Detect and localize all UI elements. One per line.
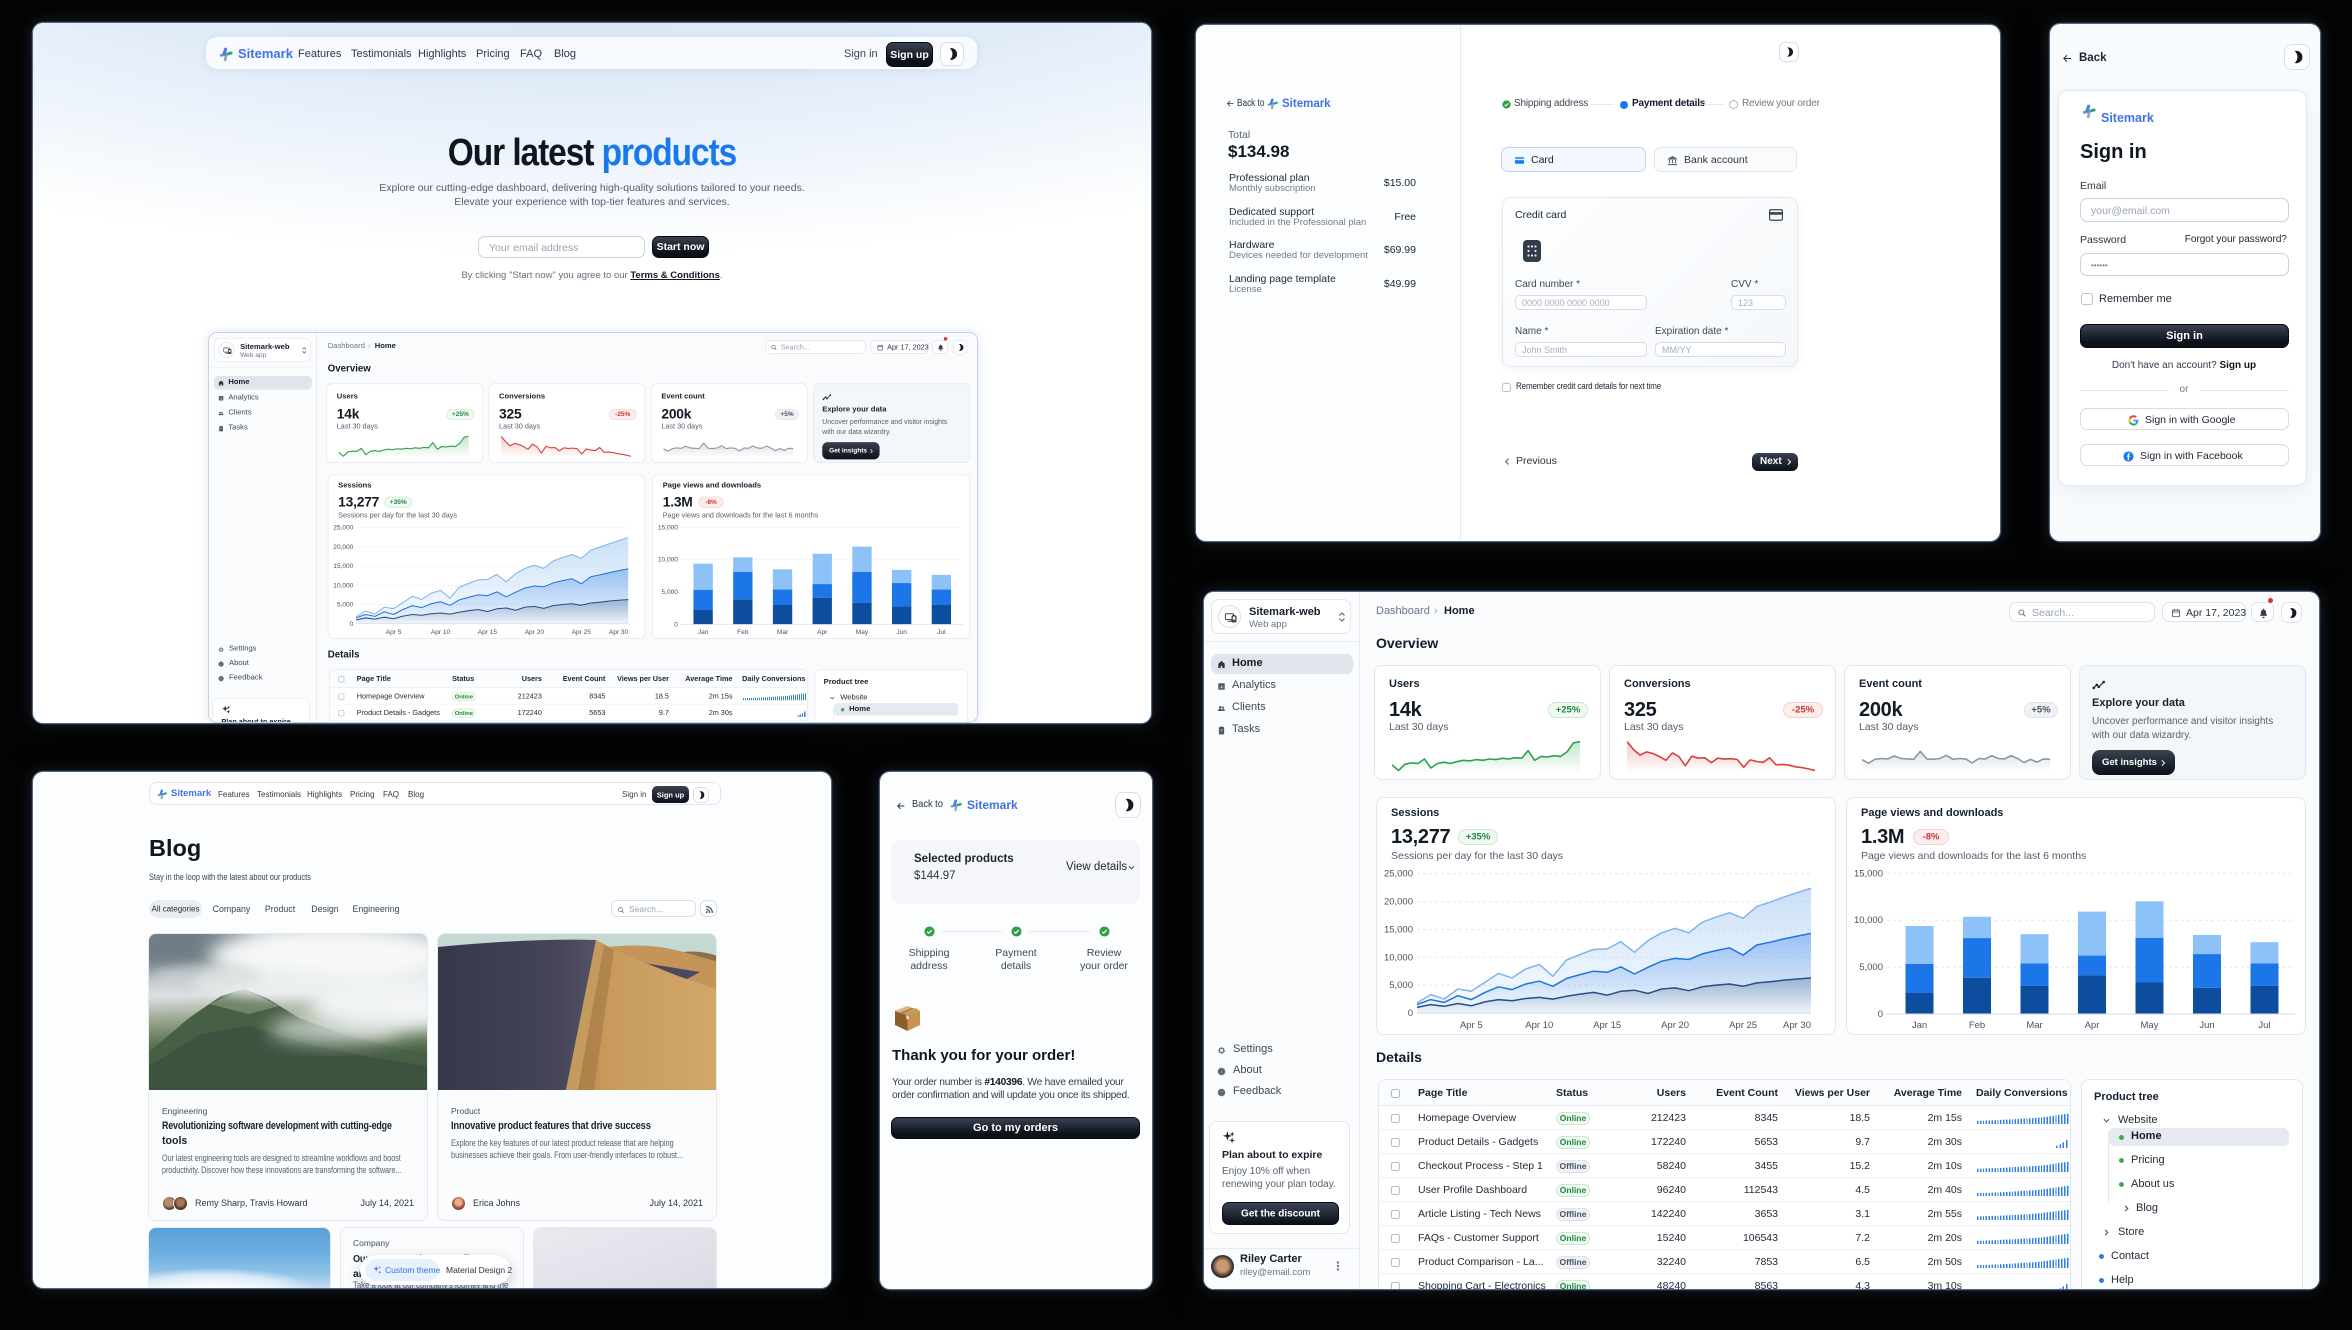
svg-text:25,000: 25,000 — [333, 525, 353, 532]
svg-text:Apr 20: Apr 20 — [1661, 1020, 1689, 1031]
svg-text:0: 0 — [1878, 1009, 1883, 1020]
svg-text:15,000: 15,000 — [1854, 868, 1883, 879]
svg-text:Mar: Mar — [777, 629, 789, 636]
svg-text:May: May — [2141, 1020, 2159, 1031]
svg-text:10,000: 10,000 — [1854, 915, 1883, 926]
svg-text:Jun: Jun — [896, 629, 907, 636]
svg-text:15,000: 15,000 — [333, 563, 353, 570]
svg-text:Feb: Feb — [1969, 1020, 1985, 1031]
svg-text:15,000: 15,000 — [1384, 924, 1413, 935]
svg-text:10,000: 10,000 — [333, 582, 353, 589]
svg-text:0: 0 — [1408, 1008, 1413, 1019]
svg-text:20,000: 20,000 — [333, 544, 353, 551]
svg-text:Jul: Jul — [937, 629, 946, 636]
svg-text:0: 0 — [674, 622, 678, 629]
svg-text:5,000: 5,000 — [1389, 980, 1413, 991]
svg-text:Apr 5: Apr 5 — [386, 629, 402, 636]
svg-text:Jan: Jan — [1912, 1020, 1927, 1031]
svg-text:20,000: 20,000 — [1384, 897, 1413, 908]
svg-text:15,000: 15,000 — [658, 524, 678, 531]
svg-text:10,000: 10,000 — [1384, 952, 1413, 963]
svg-text:Mar: Mar — [2026, 1020, 2042, 1031]
svg-text:Apr: Apr — [2085, 1020, 2100, 1031]
svg-text:Jun: Jun — [2199, 1020, 2214, 1031]
svg-text:Apr 10: Apr 10 — [431, 629, 451, 636]
svg-text:Jul: Jul — [2258, 1020, 2270, 1031]
svg-text:?: ? — [1220, 1090, 1223, 1095]
svg-text:25,000: 25,000 — [1384, 869, 1413, 880]
svg-text:Apr 25: Apr 25 — [572, 629, 592, 636]
svg-text:10,000: 10,000 — [658, 557, 678, 564]
svg-text:Apr 20: Apr 20 — [525, 629, 545, 636]
svg-text:Apr 10: Apr 10 — [1525, 1020, 1553, 1031]
svg-text:Apr 15: Apr 15 — [1593, 1020, 1621, 1031]
svg-text:5,000: 5,000 — [1859, 962, 1883, 973]
svg-text:Apr 30: Apr 30 — [609, 629, 629, 636]
svg-text:Apr 25: Apr 25 — [1729, 1020, 1757, 1031]
svg-text:Apr 30: Apr 30 — [1783, 1020, 1811, 1031]
svg-text:Apr 15: Apr 15 — [478, 629, 498, 636]
svg-text:5,000: 5,000 — [662, 589, 679, 596]
svg-text:5,000: 5,000 — [337, 602, 354, 609]
svg-text:Jan: Jan — [698, 629, 709, 636]
svg-text:0: 0 — [350, 621, 354, 628]
svg-text:?: ? — [220, 676, 222, 680]
svg-text:Feb: Feb — [737, 629, 749, 636]
svg-text:Apr: Apr — [817, 629, 828, 636]
svg-text:May: May — [856, 629, 869, 636]
svg-text:Apr 5: Apr 5 — [1460, 1020, 1483, 1031]
